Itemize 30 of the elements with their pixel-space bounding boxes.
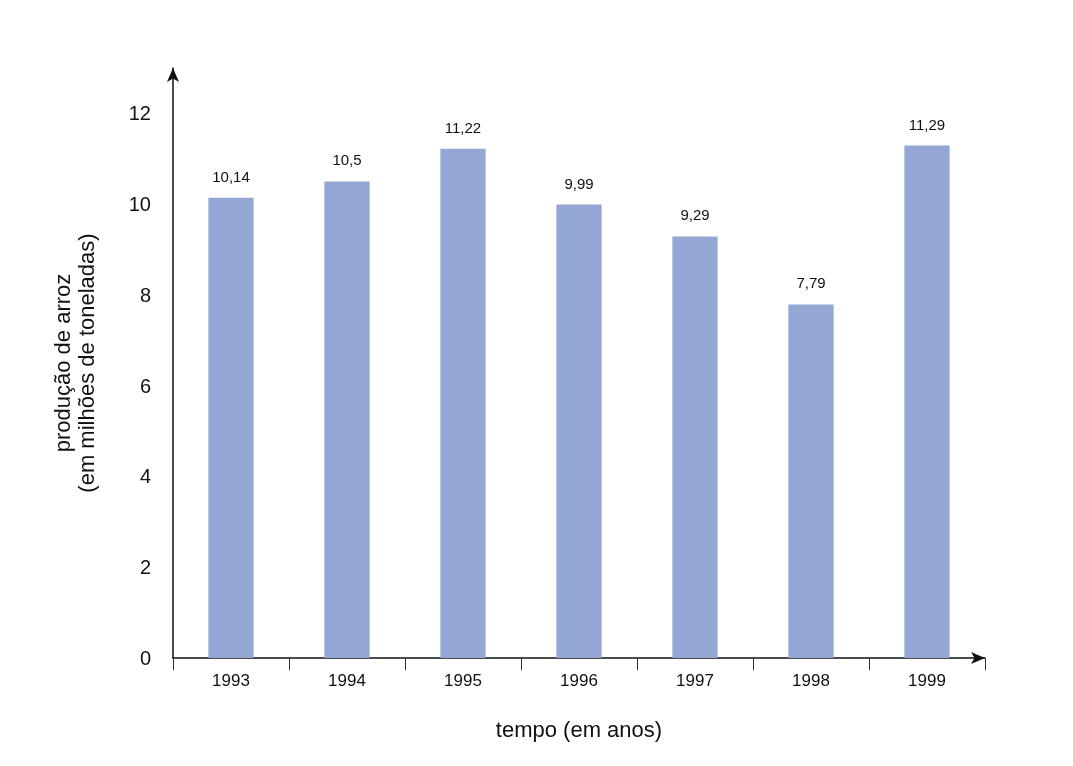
data-label: 10,5 — [332, 151, 362, 169]
bar — [904, 145, 950, 658]
x-tick-label: 1994 — [328, 671, 366, 690]
data-label: 7,79 — [796, 274, 826, 292]
y-tick-label: 4 — [139, 465, 151, 488]
bar — [672, 236, 718, 658]
x-tick-label: 1999 — [908, 671, 946, 690]
data-label: 11,29 — [908, 115, 946, 133]
y-tick-label: 10 — [128, 193, 151, 216]
y-tick-label: 8 — [139, 283, 151, 306]
data-label: 9,29 — [680, 206, 710, 224]
bar — [788, 304, 834, 658]
bar — [556, 204, 602, 658]
x-axis-title: tempo (em anos) — [495, 716, 663, 742]
bar — [208, 197, 254, 658]
bar — [440, 148, 486, 658]
data-label: 9,99 — [564, 174, 594, 192]
y-tick-label: 12 — [128, 102, 151, 125]
data-label: 11,22 — [444, 118, 482, 136]
x-tick-label: 1996 — [560, 671, 598, 690]
data-label: 10,14 — [212, 167, 250, 185]
y-axis-title: produção de arroz (em milhões de toneladas) — [49, 233, 99, 493]
x-tick-label: 1997 — [676, 671, 714, 690]
y-tick-label: 2 — [139, 556, 151, 579]
y-tick-label: 0 — [139, 647, 151, 669]
x-tick-label: 1995 — [444, 671, 482, 690]
x-tick-label: 1998 — [792, 671, 830, 690]
x-tick-label: 1993 — [212, 671, 250, 690]
y-tick-label: 6 — [139, 374, 151, 397]
bar — [324, 181, 370, 658]
